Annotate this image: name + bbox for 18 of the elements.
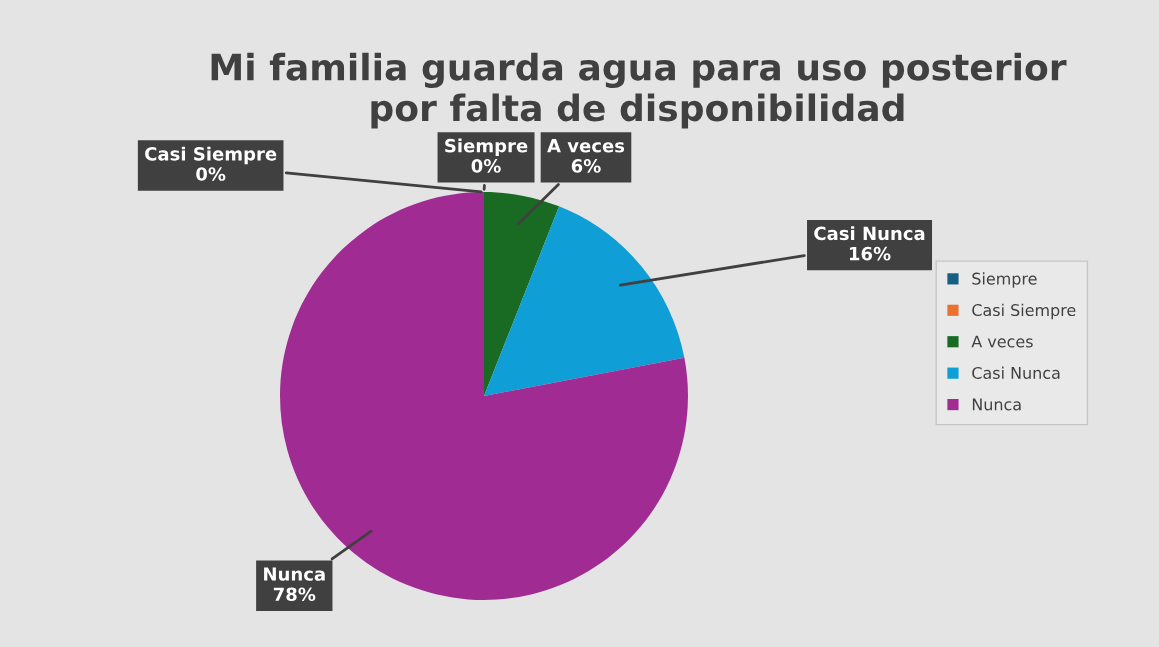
slice-label: Casi Nunca (814, 226, 925, 241)
category-label: Casi Siempre (145, 146, 277, 165)
legend-label: Casi Nunca (972, 366, 1060, 379)
legend-label: A veces (971, 335, 1033, 348)
pie-slice (484, 206, 685, 397)
legend-label: Siempre (972, 272, 1037, 288)
slice-label: Nunca (264, 567, 325, 581)
text: 0% (471, 159, 501, 173)
data-label: 6% (571, 159, 601, 173)
legend-label: Casi Siempre (972, 303, 1076, 320)
text: 0% (196, 167, 226, 181)
data-label: 16% (849, 246, 891, 261)
pie-slice (484, 192, 560, 397)
chart-title: Mi familia guarda agua para uso posterior por falta de disponibilidad (211, 52, 1067, 129)
data-label: 78% (273, 587, 316, 602)
slice-label: A veces (547, 139, 625, 153)
category-label: Siempre (445, 138, 528, 156)
legend-label: Nunca (972, 398, 1021, 411)
